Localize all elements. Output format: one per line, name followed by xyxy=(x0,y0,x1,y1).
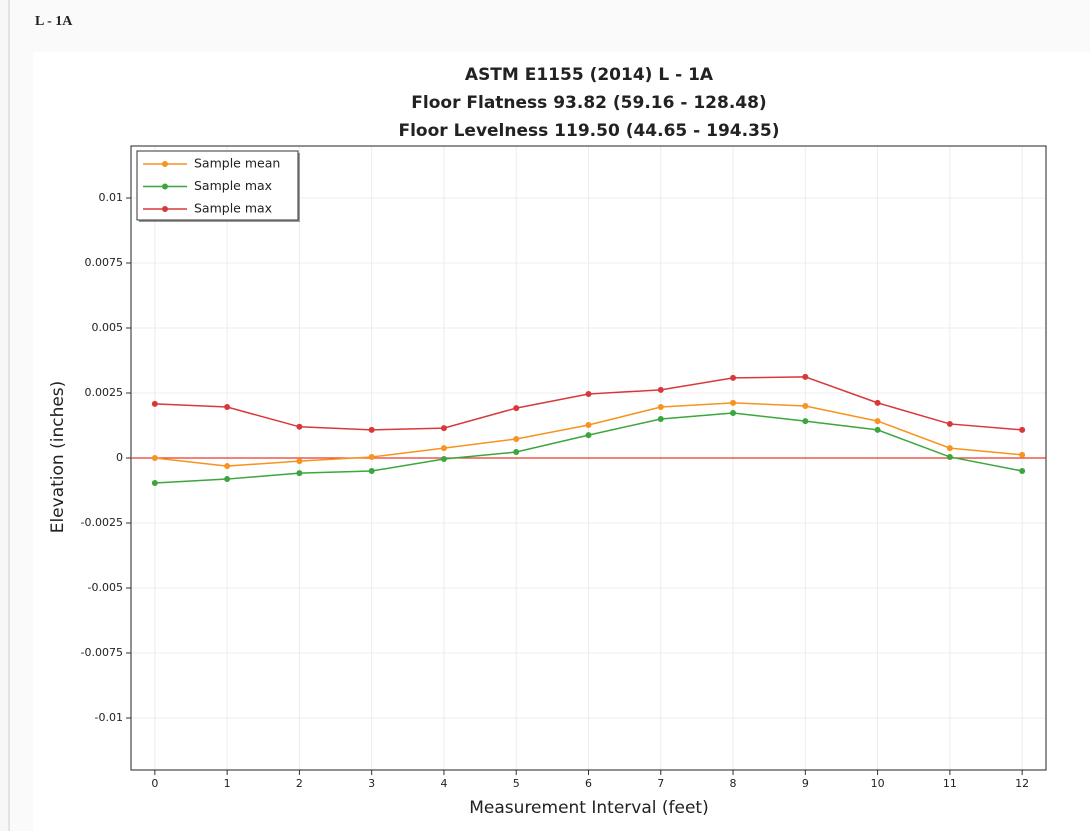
legend-label: Sample mean xyxy=(194,156,280,171)
x-axis-label: Measurement Interval (feet) xyxy=(469,798,708,818)
x-tick-label: 8 xyxy=(730,777,737,790)
x-tick-label: 5 xyxy=(513,777,520,790)
data-point xyxy=(1019,426,1026,433)
data-point xyxy=(730,399,737,406)
x-tick-label: 1 xyxy=(224,777,231,790)
chart-title: Floor Levelness 119.50 (44.65 - 194.35) xyxy=(398,121,779,141)
chart-title: ASTM E1155 (2014) L - 1A xyxy=(465,65,714,85)
data-point xyxy=(1019,468,1026,474)
data-point xyxy=(224,463,231,470)
x-tick-label: 9 xyxy=(802,777,809,790)
x-tick-label: 3 xyxy=(368,777,375,790)
data-point xyxy=(224,404,231,411)
x-tick-label: 0 xyxy=(151,777,158,790)
y-tick-label: 0.0025 xyxy=(85,386,124,399)
y-tick-label: -0.0025 xyxy=(81,516,123,529)
legend-label: Sample max xyxy=(194,178,272,193)
data-point xyxy=(151,400,158,407)
y-tick-label: 0.0075 xyxy=(85,256,124,269)
data-point xyxy=(946,453,953,460)
data-point xyxy=(151,479,158,486)
x-tick-label: 12 xyxy=(1015,777,1029,790)
y-tick-label: -0.01 xyxy=(95,711,123,724)
data-point xyxy=(440,456,447,463)
y-tick-label: -0.0075 xyxy=(81,646,123,659)
legend-marker xyxy=(162,161,168,167)
data-point xyxy=(440,425,447,432)
legend-marker xyxy=(162,183,168,190)
data-point xyxy=(657,404,664,411)
data-point xyxy=(802,373,809,380)
data-point xyxy=(1019,451,1026,458)
x-tick-label: 2 xyxy=(296,777,303,790)
data-point xyxy=(368,468,375,474)
data-point xyxy=(368,426,375,433)
data-point xyxy=(585,432,592,439)
data-point xyxy=(513,449,520,456)
y-tick-label: 0 xyxy=(116,451,123,464)
y-axis-label: Elevation (inches) xyxy=(48,381,68,534)
data-point xyxy=(585,391,592,398)
x-tick-label: 10 xyxy=(871,777,885,790)
data-point xyxy=(368,453,375,460)
data-point xyxy=(874,399,881,406)
data-point xyxy=(513,436,520,443)
legend-marker xyxy=(162,206,168,212)
data-point xyxy=(874,418,881,425)
x-tick-label: 7 xyxy=(657,777,664,790)
data-point xyxy=(946,445,953,452)
x-tick-label: 6 xyxy=(585,777,592,790)
y-tick-label: 0.01 xyxy=(99,191,124,204)
x-tick-label: 11 xyxy=(943,777,957,790)
data-point xyxy=(151,455,158,461)
data-point xyxy=(440,445,447,452)
data-point xyxy=(657,416,664,422)
data-point xyxy=(802,403,809,409)
section-title: L - 1A xyxy=(35,14,73,29)
data-point xyxy=(296,423,303,430)
data-point xyxy=(296,458,303,465)
y-tick-label: -0.005 xyxy=(88,581,123,594)
data-point xyxy=(585,421,592,428)
chart-title: Floor Flatness 93.82 (59.16 - 128.48) xyxy=(411,93,766,113)
data-point xyxy=(946,420,953,427)
y-tick-label: 0.005 xyxy=(92,321,124,334)
x-tick-label: 4 xyxy=(440,777,447,790)
data-point xyxy=(224,476,231,483)
data-point xyxy=(657,386,664,393)
data-point xyxy=(802,418,809,425)
data-point xyxy=(874,426,881,433)
data-point xyxy=(730,374,737,381)
data-point xyxy=(296,470,303,477)
data-point xyxy=(513,405,520,412)
legend-label: Sample max xyxy=(194,201,272,216)
data-point xyxy=(730,410,737,417)
